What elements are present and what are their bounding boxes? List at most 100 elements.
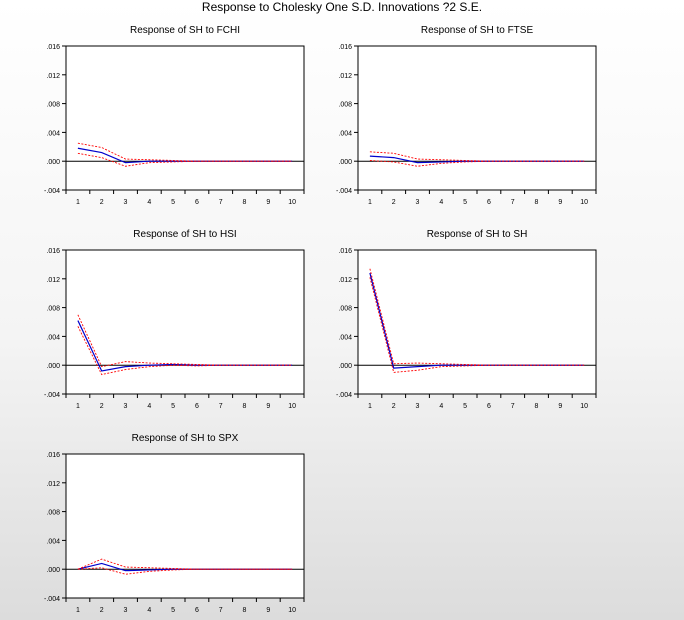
lower-band-line	[369, 277, 585, 373]
x-tick-label: 6	[487, 199, 491, 206]
y-tick-label: -.004	[336, 188, 352, 195]
x-tick-label: 2	[100, 199, 104, 206]
x-tick-label: 3	[124, 199, 128, 206]
y-tick-label: -.004	[336, 392, 352, 399]
x-tick-label: 3	[124, 607, 128, 614]
plot-area	[357, 45, 597, 191]
x-tick-label: 1	[76, 607, 80, 614]
lower-band-line	[369, 160, 585, 167]
x-tick-label: 7	[219, 403, 223, 410]
x-tick-label: 9	[266, 607, 270, 614]
plot-area	[65, 453, 305, 599]
panel-ftse: Response of SH to FTSE .016 .012 .008 .004 .0…	[328, 20, 628, 210]
panel-title: Response of SH to HSI	[133, 229, 236, 240]
y-tick-label: -.004	[44, 188, 60, 195]
x-tick-label: 7	[219, 607, 223, 614]
y-tick-label: .012	[338, 277, 352, 284]
plot-area	[357, 249, 597, 395]
y-tick-label: .008	[46, 510, 60, 517]
x-tick-label: 8	[243, 403, 247, 410]
x-tick-label: 10	[288, 199, 296, 206]
panel-title: Response of SH to FTSE	[421, 25, 534, 36]
y-tick-label: .004	[338, 334, 352, 341]
x-tick-label: 10	[580, 199, 588, 206]
panel-fchi: Response of SH to FCHI .016 .012 .008 .004 .0…	[36, 20, 336, 210]
x-tick-label: 10	[288, 403, 296, 410]
y-tick-label: .004	[46, 130, 60, 137]
x-tick-label: 4	[147, 403, 151, 410]
x-tick-label: 3	[416, 199, 420, 206]
x-tick-label: 5	[171, 607, 175, 614]
x-tick-label: 7	[511, 403, 515, 410]
y-tick-label: .000	[338, 159, 352, 166]
chart-svg: Response of SH to HSI .016 .012 .008 .004 .00…	[44, 229, 305, 410]
y-tick-label: .008	[46, 306, 60, 313]
x-tick-label: 8	[243, 607, 247, 614]
y-tick-label: .008	[338, 306, 352, 313]
x-tick-label: 2	[392, 403, 396, 410]
x-tick-label: 4	[147, 199, 151, 206]
x-tick-label: 10	[288, 607, 296, 614]
x-tick-label: 3	[416, 403, 420, 410]
y-tick-label: .016	[338, 44, 352, 51]
x-tick-label: 5	[171, 403, 175, 410]
x-tick-label: 9	[558, 199, 562, 206]
chart-svg: Response of SH to SH .016 .012 .008 .004 .000…	[336, 229, 597, 410]
x-tick-label: 8	[243, 199, 247, 206]
y-tick-label: .008	[46, 102, 60, 109]
upper-band-line	[77, 142, 293, 162]
x-tick-label: 7	[511, 199, 515, 206]
y-tick-label: .008	[338, 102, 352, 109]
y-tick-label: .012	[46, 481, 60, 488]
x-tick-label: 2	[100, 403, 104, 410]
chart-svg: Response of SH to SPX .016 .012 .008 .004 .00…	[44, 433, 305, 614]
x-tick-label: 4	[439, 403, 443, 410]
x-tick-label: 1	[76, 403, 80, 410]
x-tick-label: 4	[439, 199, 443, 206]
lower-band-line	[77, 152, 293, 167]
y-tick-label: .000	[338, 363, 352, 370]
x-tick-label: 1	[368, 403, 372, 410]
x-tick-label: 7	[219, 199, 223, 206]
lower-band-line	[77, 326, 293, 376]
y-tick-label: .004	[46, 538, 60, 545]
panel-hsi: Response of SH to HSI .016 .012 .008 .004 .00…	[36, 224, 336, 414]
x-tick-label: 3	[124, 403, 128, 410]
x-tick-label: 2	[100, 607, 104, 614]
chart-svg: Response of SH to FCHI .016 .012 .008 .004 .0…	[44, 25, 305, 206]
response-line	[77, 320, 293, 372]
y-tick-label: -.004	[44, 596, 60, 603]
chart-svg: Response of SH to FTSE .016 .012 .008 .004 .0…	[336, 25, 597, 206]
x-tick-label: 2	[392, 199, 396, 206]
y-tick-label: .004	[338, 130, 352, 137]
x-tick-label: 8	[535, 403, 539, 410]
x-tick-label: 6	[195, 607, 199, 614]
y-tick-label: .016	[46, 44, 60, 51]
x-tick-label: 8	[535, 199, 539, 206]
lower-band-line	[77, 567, 293, 575]
x-tick-label: 10	[580, 403, 588, 410]
panel-sh: Response of SH to SH .016 .012 .008 .004 .000…	[328, 224, 628, 414]
x-tick-label: 1	[76, 199, 80, 206]
y-tick-label: .004	[46, 334, 60, 341]
y-tick-label: .012	[46, 73, 60, 80]
y-tick-label: .016	[338, 248, 352, 255]
x-tick-label: 5	[171, 199, 175, 206]
x-tick-label: 9	[266, 403, 270, 410]
x-tick-label: 6	[487, 403, 491, 410]
y-tick-label: .000	[46, 567, 60, 574]
x-tick-label: 6	[195, 403, 199, 410]
upper-band-line	[77, 314, 293, 368]
figure-title: Response to Cholesky One S.D. Innovation…	[201, 0, 483, 14]
x-tick-label: 9	[266, 199, 270, 206]
plot-area	[65, 45, 305, 191]
panel-spx: Response of SH to SPX .016 .012 .008 .004 .00…	[36, 428, 336, 618]
x-tick-label: 5	[463, 403, 467, 410]
panel-title: Response of SH to FCHI	[130, 25, 240, 36]
y-tick-label: .012	[338, 73, 352, 80]
upper-band-line	[77, 558, 293, 570]
panel-title: Response of SH to SPX	[132, 433, 239, 444]
x-tick-label: 4	[147, 607, 151, 614]
y-tick-label: .016	[46, 452, 60, 459]
